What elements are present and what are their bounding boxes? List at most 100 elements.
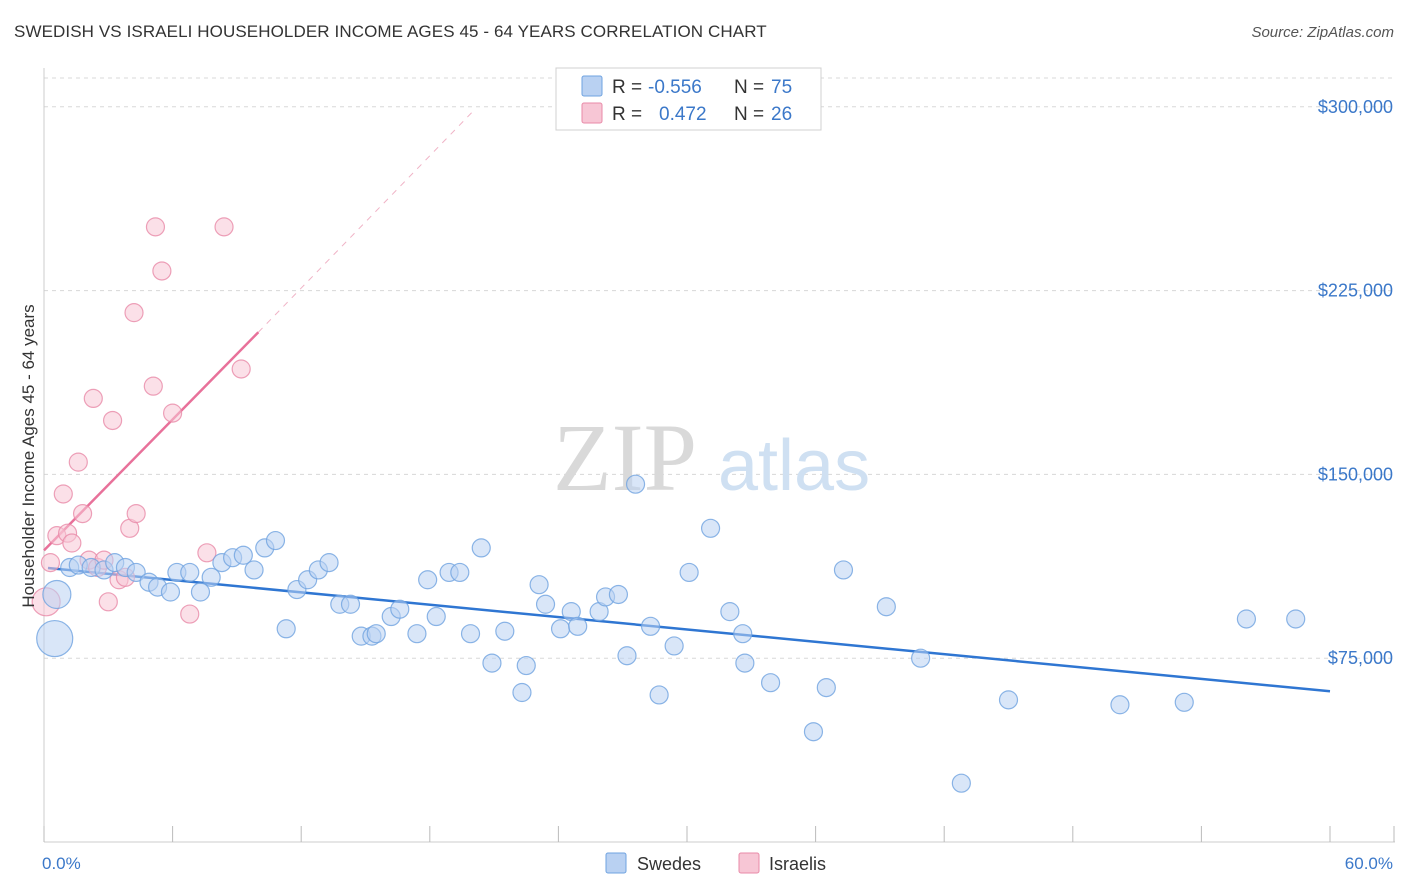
swedes-point-63: [760, 673, 781, 693]
swedes-point-52: [608, 584, 629, 605]
watermark-atlas: atlas: [718, 426, 870, 506]
swedes-point-40: [471, 538, 491, 558]
x-tick-labels: 0.0% 60.0%: [42, 854, 1393, 873]
israelis-point-26: [231, 359, 251, 379]
legend-r-value-swedes: -0.556: [648, 77, 702, 98]
israelis-point-20: [145, 217, 166, 237]
swedes-point-74: [1286, 609, 1306, 629]
swedes-point-0: [36, 619, 74, 658]
legend-swatch-israelis: [581, 102, 603, 124]
swedes-point-57: [664, 636, 684, 656]
swedes-point-47: [550, 619, 571, 639]
trend-line-extension-israelis: [257, 111, 474, 333]
source-label: Source: ZipAtlas.com: [1251, 24, 1394, 41]
y-tick-label-1: $150,000: [1318, 464, 1393, 484]
y-tick-label-0: $75,000: [1328, 648, 1393, 668]
axes: [43, 68, 1395, 843]
legend-r-value-israelis: 0.472: [659, 104, 707, 125]
israelis-point-7: [72, 503, 93, 524]
swedes-point-1: [42, 579, 72, 610]
data-points: [31, 217, 1306, 793]
x-tick-label-1: 60.0%: [1345, 854, 1393, 873]
israelis-point-6: [68, 452, 88, 472]
israelis-point-24: [197, 543, 217, 563]
swedes-point-18: [233, 545, 253, 565]
y-tick-labels: $75,000 $150,000 $225,000 $300,000: [1318, 97, 1393, 668]
swedes-point-36: [426, 606, 446, 627]
legend-n-value-swedes: 75: [771, 77, 792, 98]
israelis-point-25: [214, 217, 234, 237]
legend-n-value-israelis: 26: [771, 104, 792, 125]
x-tick-label-0: 0.0%: [42, 854, 81, 873]
swedes-point-55: [640, 616, 661, 636]
trend-line-swedes: [47, 566, 1331, 693]
israelis-point-18: [126, 503, 146, 524]
swedes-point-22: [276, 619, 296, 639]
swedes-point-13: [180, 562, 200, 583]
israelis-point-3: [53, 484, 73, 504]
bottom-legend-swatch-israelis: [738, 852, 760, 874]
swedes-point-28: [340, 594, 361, 614]
swedes-point-39: [460, 624, 481, 644]
y-axis-label: Householder Income Ages 45 - 64 years: [19, 304, 38, 607]
bottom-legend-label-israelis: Israelis: [769, 854, 826, 874]
swedes-point-66: [833, 560, 854, 580]
swedes-point-43: [512, 682, 532, 703]
swedes-point-70: [998, 690, 1019, 710]
bottom-legend-swatch-swedes: [605, 852, 627, 874]
swedes-point-19: [244, 560, 264, 580]
swedes-point-60: [720, 602, 740, 622]
series-legend: Swedes Israelis: [605, 852, 826, 874]
swedes-point-45: [529, 575, 549, 595]
swedes-point-26: [319, 553, 339, 573]
swedes-point-15: [201, 567, 221, 587]
swedes-point-64: [803, 722, 824, 742]
watermark: ZIP atlas: [553, 404, 870, 511]
swedes-point-49: [568, 616, 588, 636]
swedes-point-21: [265, 530, 286, 551]
israelis-point-13: [102, 410, 123, 431]
swedes-point-71: [1110, 695, 1130, 715]
swedes-point-67: [876, 597, 896, 617]
swedes-point-56: [649, 685, 669, 705]
swedes-point-46: [535, 594, 556, 614]
swedes-point-68: [911, 648, 931, 668]
swedes-point-72: [1174, 692, 1194, 712]
y-tick-label-2: $225,000: [1318, 281, 1393, 301]
correlation-legend: R = -0.556 N = 75 R = 0.472 N = 26: [555, 67, 822, 131]
swedes-point-42: [495, 621, 515, 641]
trend-lines: [43, 111, 1331, 693]
bottom-legend-label-swedes: Swedes: [637, 854, 701, 874]
swedes-point-53: [617, 646, 637, 666]
swedes-point-8: [126, 562, 146, 583]
legend-n-label-israelis: N =: [734, 104, 764, 125]
watermark-zip: ZIP: [553, 404, 697, 511]
israelis-point-21: [152, 261, 172, 281]
israelis-point-5: [62, 533, 82, 553]
swedes-point-59: [700, 518, 721, 538]
israelis-point-17: [124, 303, 144, 323]
israelis-point-9: [83, 388, 103, 409]
israelis-point-1: [40, 553, 61, 573]
swedes-point-35: [418, 570, 438, 590]
swedes-point-41: [482, 653, 502, 673]
legend-swatch-swedes: [581, 75, 603, 97]
swedes-point-38: [450, 562, 470, 583]
israelis-point-22: [163, 403, 183, 423]
legend-r-label-israelis: R =: [612, 104, 642, 125]
swedes-point-69: [951, 773, 971, 793]
swedes-point-73: [1236, 609, 1257, 629]
y-tick-label-3: $300,000: [1318, 97, 1393, 117]
israelis-point-23: [180, 604, 200, 624]
swedes-point-33: [390, 599, 410, 619]
swedes-point-11: [160, 582, 181, 602]
swedes-point-14: [190, 582, 211, 602]
legend-n-label-swedes: N =: [734, 77, 764, 98]
israelis-point-12: [98, 592, 118, 612]
swedes-point-65: [816, 677, 836, 698]
swedes-point-44: [516, 655, 536, 676]
swedes-point-58: [679, 562, 699, 583]
swedes-point-54: [625, 474, 646, 494]
israelis-point-19: [143, 376, 163, 396]
